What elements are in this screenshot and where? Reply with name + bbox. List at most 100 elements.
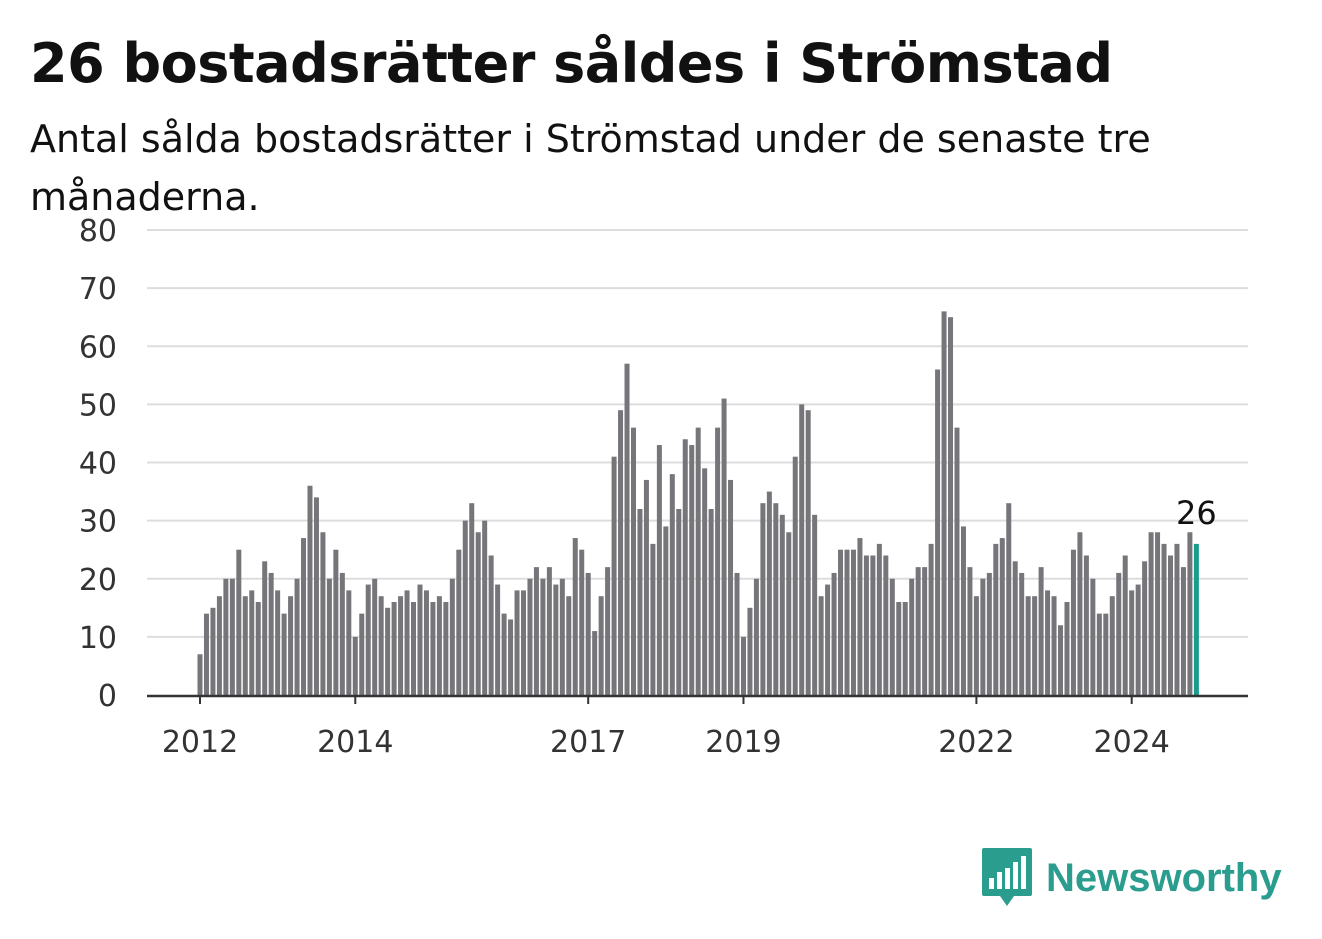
bar (359, 613, 365, 696)
bar (585, 572, 591, 695)
bar (715, 427, 721, 696)
bar (792, 456, 798, 695)
bar (339, 572, 345, 695)
bar (1025, 596, 1031, 695)
bar (1012, 561, 1018, 695)
bar (546, 567, 552, 696)
bar (417, 584, 423, 695)
bar (973, 596, 979, 695)
bar (1180, 567, 1186, 696)
bar (773, 503, 779, 695)
bar (216, 596, 222, 695)
bar (210, 607, 216, 695)
bar (365, 584, 371, 695)
x-tick-label: 2024 (1094, 725, 1170, 760)
chart-title: 26 bostadsrätter såldes i Strömstad (30, 32, 1113, 95)
bar (1090, 578, 1096, 695)
bar (986, 572, 992, 695)
bar (255, 602, 261, 695)
bar (876, 543, 882, 696)
bar (747, 607, 753, 695)
bar (721, 398, 727, 695)
bar (1122, 555, 1128, 695)
bar (825, 584, 831, 695)
bar (1135, 584, 1141, 695)
bar (1019, 572, 1025, 695)
bar (928, 543, 934, 696)
bar (495, 584, 501, 695)
bar (540, 578, 546, 695)
bar (449, 578, 455, 695)
y-tick-label: 70 (79, 272, 117, 307)
bar (514, 590, 520, 696)
bar (398, 596, 404, 695)
bar (863, 555, 869, 695)
bar (941, 311, 947, 696)
bar (618, 410, 624, 695)
bar (307, 485, 313, 695)
bar (346, 590, 352, 696)
bar (740, 636, 746, 696)
bar (1064, 602, 1070, 695)
y-tick-label: 60 (79, 330, 117, 365)
bar (579, 549, 585, 695)
bar (288, 596, 294, 695)
bar (592, 631, 598, 695)
bar (1116, 572, 1122, 695)
bar (236, 549, 242, 695)
bar (960, 526, 966, 695)
bar (656, 445, 662, 695)
bar (630, 427, 636, 696)
bar (1109, 596, 1115, 695)
bar (689, 445, 695, 695)
bar (799, 404, 805, 696)
bar (766, 491, 772, 695)
bar (229, 578, 235, 695)
bar (954, 427, 960, 696)
bar (999, 538, 1005, 695)
bar (734, 572, 740, 695)
bar (482, 520, 488, 696)
bar (909, 578, 915, 695)
bar (812, 514, 818, 695)
bar (1174, 543, 1180, 696)
bar (566, 596, 572, 695)
bar (786, 532, 792, 695)
bar (605, 567, 611, 696)
y-tick-label: 10 (79, 621, 117, 656)
bar (404, 590, 410, 696)
bar (1083, 555, 1089, 695)
y-tick-label: 20 (79, 563, 117, 598)
bar (967, 567, 973, 696)
bar (462, 520, 468, 696)
bar (889, 578, 895, 695)
bar (1161, 543, 1167, 696)
bar (501, 613, 507, 696)
labels: 0 10 20 30 40 50 60 70 80 2012 2014 2017 2019 2022 202… (79, 214, 1217, 760)
bar (436, 596, 442, 695)
bar (1077, 532, 1083, 695)
bar (320, 532, 326, 695)
bar (527, 578, 533, 695)
bar (268, 572, 274, 695)
bar (1148, 532, 1154, 695)
bar (411, 602, 417, 695)
x-tick-label: 2022 (938, 725, 1014, 760)
bar (643, 479, 649, 695)
bar (1070, 549, 1076, 695)
bar (850, 549, 856, 695)
bar (1038, 567, 1044, 696)
bar (203, 613, 209, 696)
bar (728, 479, 734, 695)
y-tick-label: 0 (98, 679, 117, 714)
bar (650, 543, 656, 696)
bar (870, 555, 876, 695)
bar (598, 596, 604, 695)
bar (1142, 561, 1148, 695)
bar (313, 497, 319, 696)
x-tick-label: 2012 (162, 725, 238, 760)
bar (559, 578, 565, 695)
bar (572, 538, 578, 695)
axes (147, 694, 1248, 704)
bar (676, 509, 682, 695)
